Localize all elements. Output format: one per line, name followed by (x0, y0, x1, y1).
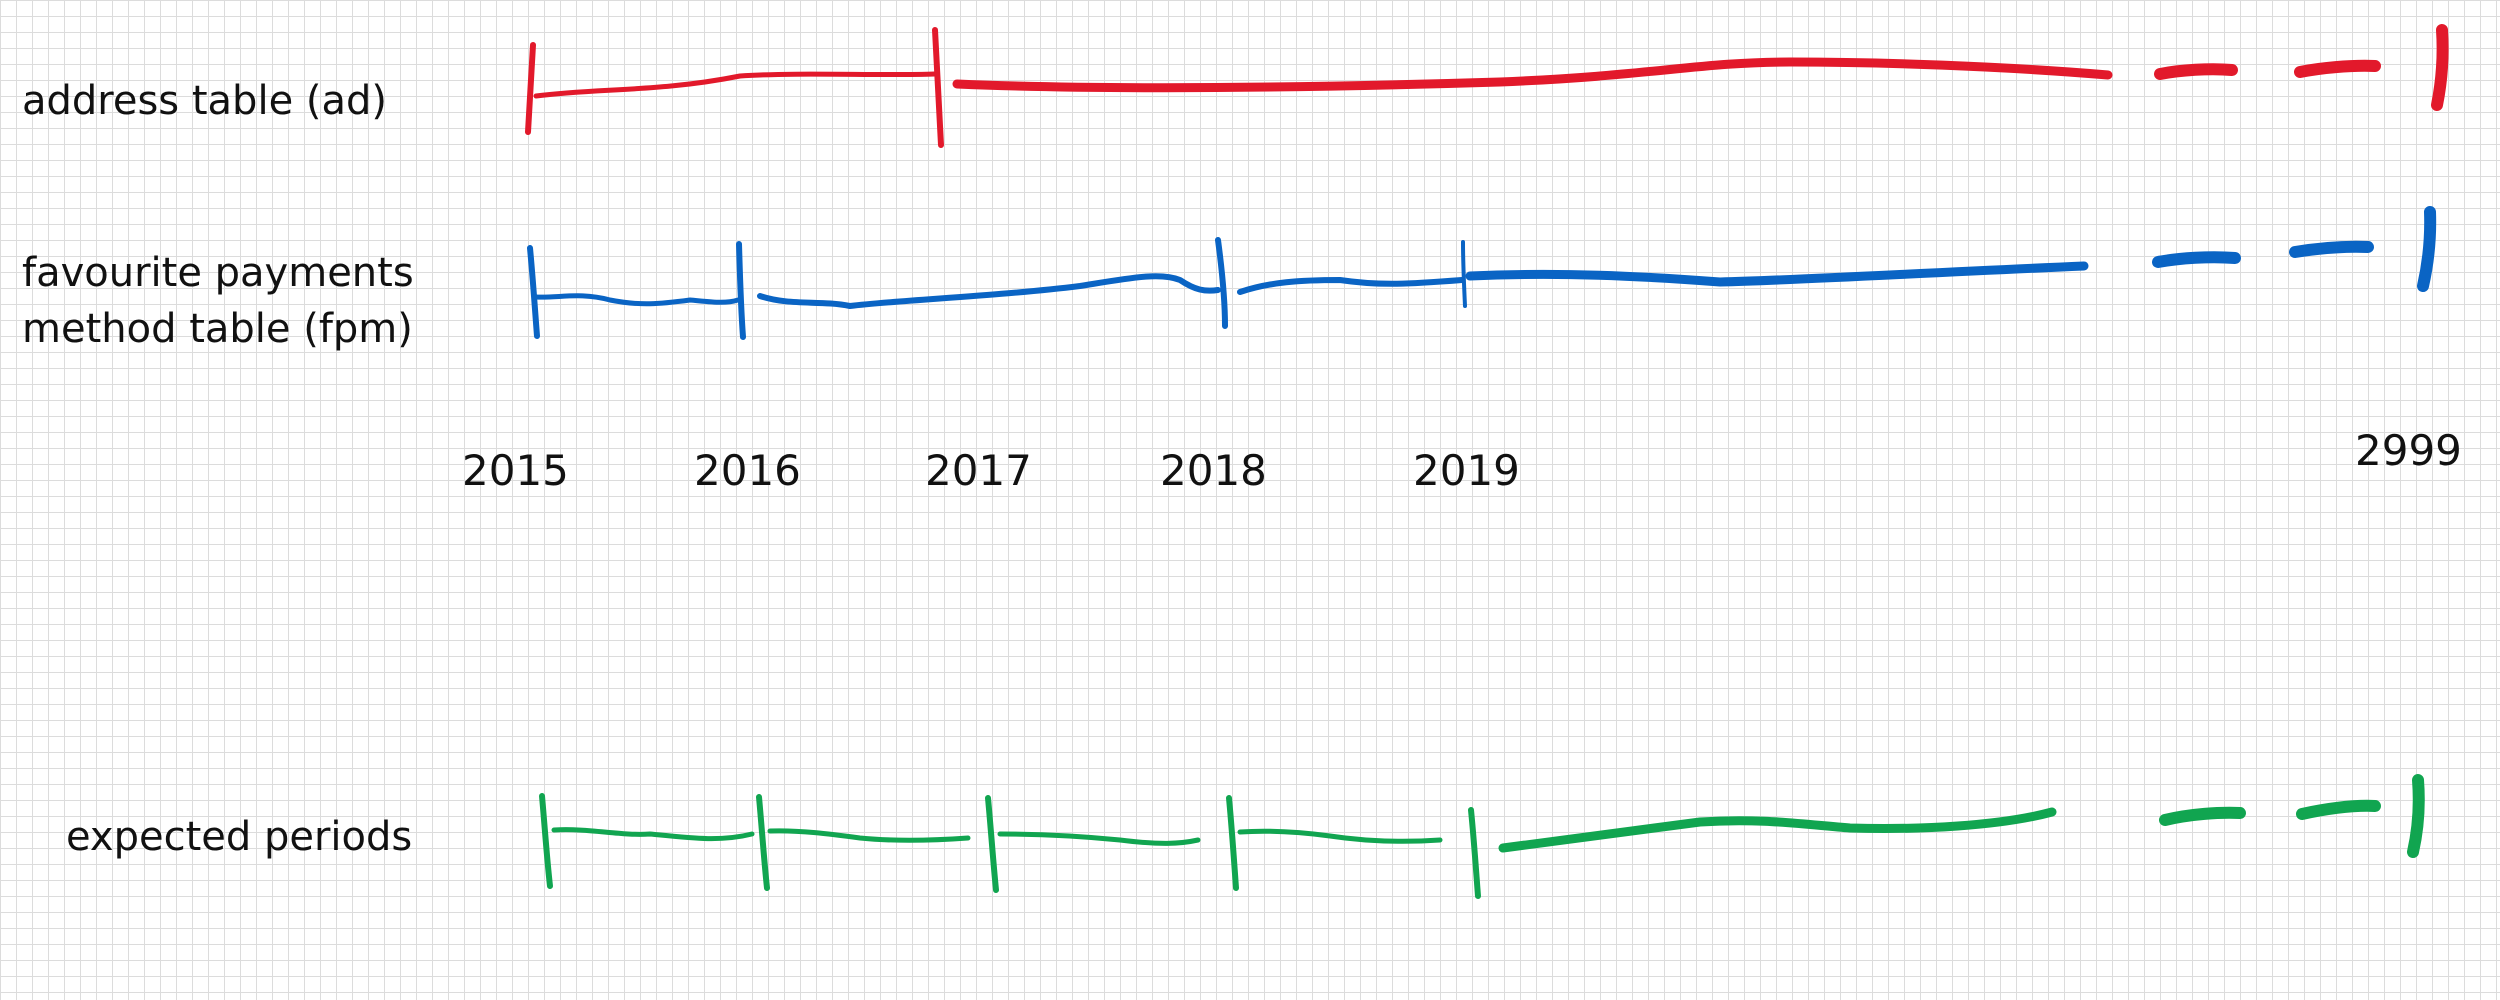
year-label-2019: 2019 (1413, 446, 1520, 495)
fpm-tick-2016 (736, 241, 746, 340)
year-label-2018: 2018 (1160, 446, 1267, 495)
fpm-tick-2999 (2417, 206, 2437, 292)
ad-tick-2999 (2431, 24, 2449, 111)
exp-segment-2015-2016 (551, 827, 755, 842)
ad-dash-2 (2294, 59, 2381, 78)
fpm-segment-2016-2018 (757, 273, 1221, 309)
exp-segment-2017-2018 (997, 831, 1201, 846)
timeline-expected-periods (539, 774, 2425, 899)
label-fpm-line2: method table (fpm) (22, 306, 413, 352)
exp-tick-2015 (539, 793, 553, 889)
ad-tick-2017 (932, 27, 944, 148)
exp-tick-2018 (1226, 795, 1239, 891)
year-label-2016: 2016 (694, 446, 801, 495)
exp-tick-2999 (2407, 774, 2425, 858)
exp-dash-1 (2159, 806, 2246, 826)
exp-segment-2019-open (1498, 807, 2057, 853)
fpm-tick-2019 (1461, 240, 1467, 308)
ad-tick-2015 (525, 42, 536, 135)
exp-segment-2016-2017 (767, 828, 971, 843)
year-label-2015: 2015 (462, 446, 569, 495)
fpm-dash-2 (2289, 240, 2374, 258)
ad-dash-1 (2154, 63, 2238, 80)
exp-tick-2019 (1468, 807, 1481, 899)
fpm-dash-1 (2152, 251, 2241, 268)
fpm-segment-2019-open (1465, 261, 2089, 287)
label-address-table: address table (ad) (22, 78, 387, 124)
exp-dash-2 (2296, 799, 2381, 820)
ad-segment-2017-open (952, 57, 2113, 93)
label-fpm-line1: favourite payments (22, 250, 414, 296)
year-label-2999: 2999 (2355, 426, 2462, 475)
exp-tick-2016 (756, 794, 770, 891)
exp-segment-2018-2019 (1237, 828, 1443, 844)
fpm-tick-2018 (1215, 237, 1228, 329)
timeline-address-table (525, 24, 2449, 148)
label-expected-periods: expected periods (66, 814, 412, 860)
fpm-tick-2015 (527, 245, 540, 339)
ad-segment-2015-2017 (533, 71, 938, 99)
exp-tick-2017 (985, 795, 999, 893)
fpm-segment-2018-2019 (1237, 277, 1465, 295)
timeline-fpm-table (527, 206, 2437, 340)
fpm-segment-2015-2016 (533, 293, 741, 307)
year-label-2017: 2017 (925, 446, 1032, 495)
